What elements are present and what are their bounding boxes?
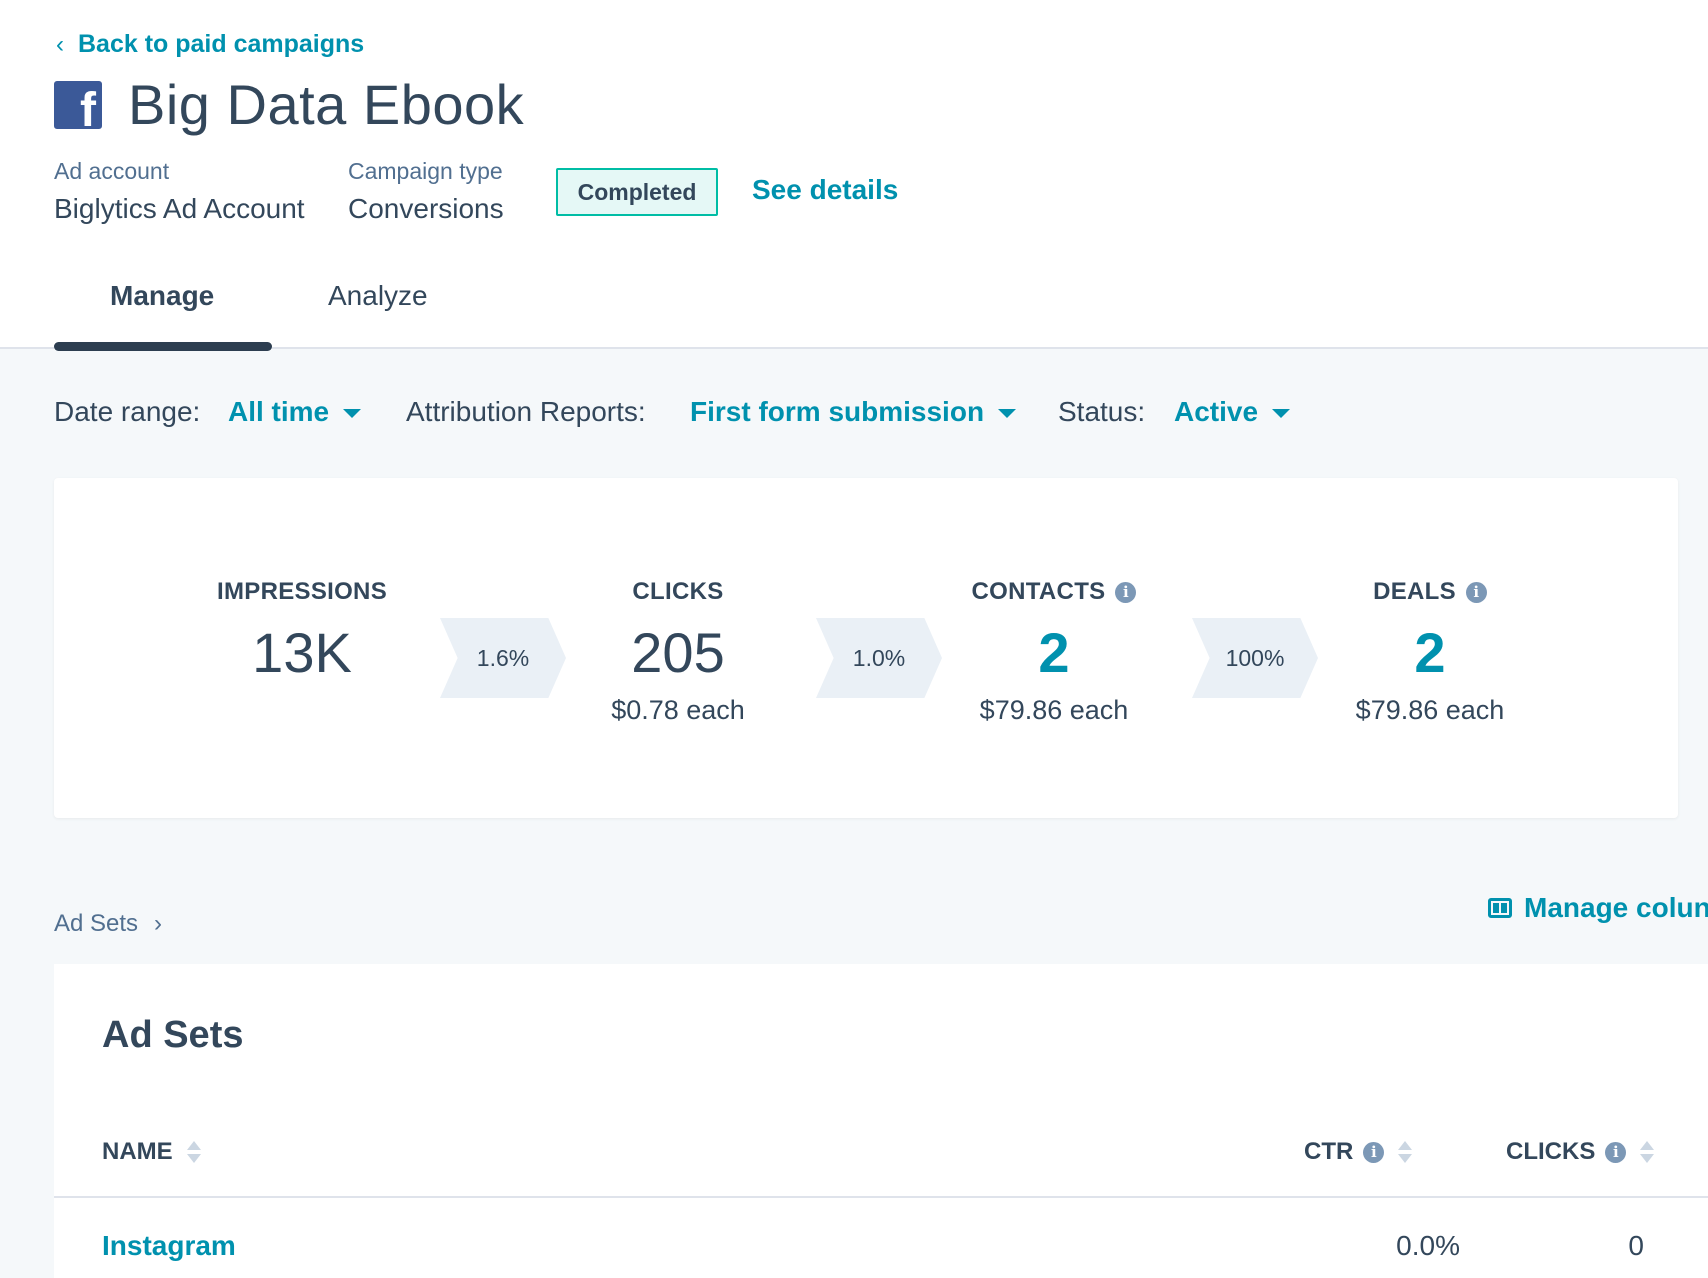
campaign-header: ‹ Back to paid campaigns f Big Data Eboo… <box>0 0 1708 351</box>
columns-icon <box>1488 898 1512 918</box>
back-to-campaigns-link[interactable]: ‹ Back to paid campaigns <box>56 30 364 59</box>
ad-account-label: Ad account <box>54 158 170 184</box>
caret-down-icon <box>343 409 362 419</box>
impressions-stat: IMPRESSIONS 13K <box>152 578 452 685</box>
date-range-label: Date range: <box>54 396 201 427</box>
title-row: f Big Data Ebook <box>54 72 524 137</box>
deals-value[interactable]: 2 <box>1414 621 1446 684</box>
chevron-right-icon: › <box>154 910 163 937</box>
deals-label: DEALS <box>1373 578 1456 605</box>
page-title: Big Data Ebook <box>128 73 525 136</box>
caret-down-icon <box>1272 409 1291 419</box>
sort-icon[interactable] <box>1640 1141 1655 1163</box>
campaign-type-label: Campaign type <box>348 158 503 184</box>
ad-sets-breadcrumb-label: Ad Sets <box>54 910 139 937</box>
ad-account-value: Biglytics Ad Account <box>54 193 305 224</box>
ad-sets-table-card: Ad Sets NAME CTR i CLICKS i Instagram 0.… <box>54 964 1708 1278</box>
column-header-clicks[interactable]: CLICKS i <box>1506 1138 1655 1166</box>
clicks-label: CLICKS <box>632 578 724 605</box>
contacts-stat: CONTACTS i 2 $79.86 each <box>904 578 1204 726</box>
contacts-to-deals-rate: 100% <box>1192 618 1318 698</box>
clicks-stat: CLICKS 205 $0.78 each <box>528 578 828 726</box>
active-tab-indicator <box>54 342 272 351</box>
column-header-name-label: NAME <box>102 1138 173 1165</box>
chevron-left-icon: ‹ <box>56 30 64 58</box>
tab-manage[interactable]: Manage <box>110 280 215 311</box>
status-badge: Completed <box>556 168 718 216</box>
facebook-icon: f <box>54 80 102 129</box>
deals-cost: $79.86 each <box>1355 695 1505 725</box>
ad-account-meta: Ad account Biglytics Ad Account <box>54 158 305 225</box>
status-value: Active <box>1174 396 1259 427</box>
manage-columns-button[interactable]: Manage colun <box>1488 892 1708 924</box>
manage-columns-label: Manage colun <box>1524 892 1708 923</box>
contacts-cost: $79.86 each <box>979 695 1129 725</box>
see-details-link[interactable]: See details <box>752 174 899 205</box>
impressions-to-clicks-rate: 1.6% <box>440 618 566 698</box>
info-icon[interactable]: i <box>1363 1141 1385 1163</box>
deals-stat: DEALS i 2 $79.86 each <box>1280 578 1580 726</box>
sort-icon[interactable] <box>1398 1141 1413 1163</box>
column-header-clicks-label: CLICKS <box>1506 1138 1596 1165</box>
info-icon[interactable]: i <box>1115 581 1137 603</box>
table-title: Ad Sets <box>102 1014 244 1056</box>
deals-label-wrap: DEALS i <box>1280 578 1580 606</box>
status-label: Status: <box>1058 396 1146 427</box>
table-row-clicks: 0 <box>1628 1230 1644 1261</box>
contacts-label-wrap: CONTACTS i <box>904 578 1204 606</box>
campaign-type-value: Conversions <box>348 193 504 224</box>
status-dropdown[interactable]: Active <box>1174 396 1291 428</box>
attribution-label: Attribution Reports: <box>406 396 646 427</box>
table-row-ctr: 0.0% <box>1396 1230 1460 1261</box>
impressions-value: 13K <box>252 621 352 684</box>
attribution-dropdown[interactable]: First form submission <box>690 396 1017 428</box>
table-row-name-link[interactable]: Instagram <box>102 1230 236 1261</box>
impressions-label: IMPRESSIONS <box>217 578 387 605</box>
funnel-card: IMPRESSIONS 13K 1.6% CLICKS 205 $0.78 ea… <box>54 478 1678 818</box>
campaign-type-meta: Campaign type Conversions <box>348 158 504 225</box>
table-divider <box>54 1196 1708 1198</box>
date-range-dropdown[interactable]: All time <box>228 396 362 428</box>
contacts-value[interactable]: 2 <box>1038 621 1070 684</box>
date-range-value: All time <box>228 396 330 427</box>
clicks-value: 205 <box>631 621 725 684</box>
clicks-to-contacts-rate: 1.0% <box>816 618 942 698</box>
attribution-value: First form submission <box>690 396 985 427</box>
caret-down-icon <box>998 409 1017 419</box>
column-header-name[interactable]: NAME <box>102 1138 201 1166</box>
info-icon[interactable]: i <box>1605 1141 1627 1163</box>
back-link-label: Back to paid campaigns <box>78 30 365 58</box>
info-icon[interactable]: i <box>1465 581 1487 603</box>
tab-analyze[interactable]: Analyze <box>328 280 428 311</box>
contacts-label: CONTACTS <box>971 578 1106 605</box>
column-header-ctr[interactable]: CTR i <box>1304 1138 1413 1166</box>
column-header-ctr-label: CTR <box>1304 1138 1354 1165</box>
sort-icon[interactable] <box>186 1141 201 1163</box>
ad-sets-breadcrumb[interactable]: Ad Sets › <box>54 910 162 938</box>
clicks-cost: $0.78 each <box>611 695 745 725</box>
